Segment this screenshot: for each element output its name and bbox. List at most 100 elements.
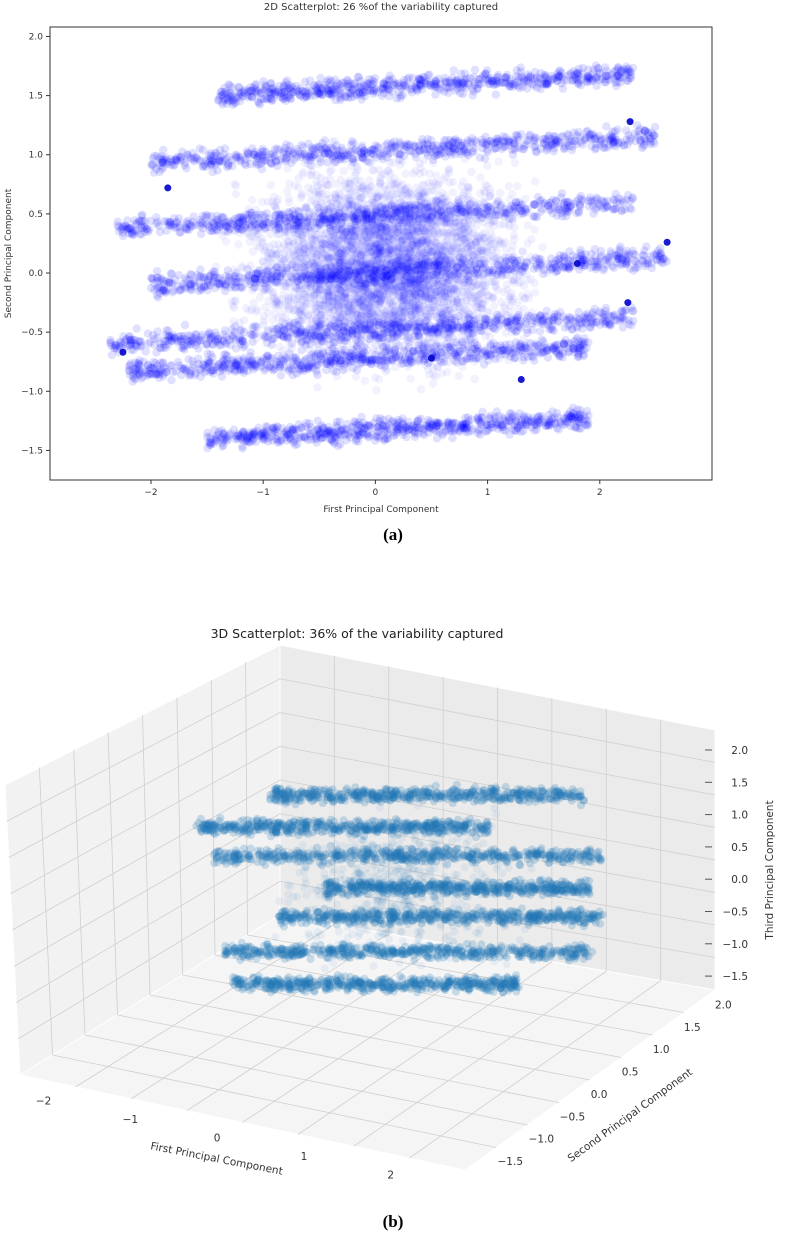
data-point [400, 232, 409, 242]
data-point [438, 217, 447, 226]
data-point [619, 65, 628, 74]
data-point [394, 341, 404, 351]
data-point [348, 254, 357, 263]
data-point [403, 289, 412, 299]
data-point [255, 293, 265, 302]
data-point [351, 215, 361, 224]
data-point [408, 288, 417, 298]
data-point [299, 244, 308, 254]
data-point [380, 192, 389, 201]
data-point [268, 221, 278, 230]
data-point [413, 280, 423, 289]
data-point [389, 241, 399, 251]
data-point [449, 66, 458, 75]
data-point [318, 339, 327, 348]
data-point [422, 224, 432, 233]
data-point [431, 239, 440, 249]
data-point [490, 211, 500, 220]
data-point [227, 297, 237, 306]
data-point [295, 307, 304, 317]
data-point [381, 328, 391, 338]
data-point [398, 219, 407, 228]
data-point [442, 368, 452, 377]
data-point [394, 251, 403, 261]
data-point [380, 182, 389, 191]
data-point [393, 282, 402, 292]
data-point [449, 238, 458, 248]
data-point [374, 318, 384, 327]
data-point [294, 183, 303, 192]
data-point [393, 244, 402, 254]
data-point [389, 264, 399, 273]
data-point [365, 260, 375, 269]
data-point [373, 241, 382, 250]
data-point [322, 327, 331, 336]
data-point [326, 226, 335, 235]
data-point [447, 324, 456, 333]
data-point [288, 237, 297, 246]
data-point [409, 236, 418, 245]
data-point [543, 80, 552, 90]
data-point [312, 230, 321, 240]
data-point [554, 72, 563, 81]
data-point [363, 309, 373, 318]
data-point [338, 276, 348, 286]
data-point [468, 91, 477, 100]
data-point [297, 269, 306, 278]
data-point [346, 187, 356, 196]
data-point [360, 250, 369, 260]
data-point [382, 277, 392, 286]
data-point [538, 243, 547, 252]
data-point [312, 171, 322, 180]
data-point [377, 330, 386, 339]
data-point [409, 274, 418, 284]
data-point [437, 254, 446, 263]
data-point [532, 315, 542, 324]
data-point [420, 339, 430, 348]
data-point [319, 328, 328, 337]
data-point [369, 303, 378, 313]
data-point [417, 250, 427, 259]
data-point [377, 254, 386, 264]
data-point [444, 168, 454, 178]
data-point [359, 270, 368, 279]
data-point [508, 189, 517, 199]
data-point [423, 312, 433, 322]
data-point [372, 306, 382, 315]
data-point [285, 198, 294, 207]
data-point [413, 277, 423, 286]
data-point [340, 289, 349, 298]
data-point [414, 264, 423, 274]
data-point [351, 168, 360, 177]
data-point [471, 271, 480, 281]
data-point [393, 212, 403, 221]
data-point [314, 278, 323, 287]
data-point [335, 317, 344, 326]
data-point [423, 251, 432, 260]
data-point [314, 301, 323, 310]
data-point [297, 189, 306, 199]
data-point [356, 250, 365, 260]
scatter-points [106, 61, 671, 453]
data-point [244, 87, 253, 97]
data-point [392, 247, 401, 256]
data-point [334, 236, 344, 245]
data-point [344, 199, 353, 208]
data-point [429, 229, 438, 238]
data-point [359, 181, 368, 191]
data-point [365, 310, 375, 319]
data-point [339, 166, 348, 176]
data-point [325, 252, 334, 262]
data-point [314, 264, 323, 273]
data-point [394, 242, 404, 251]
data-point [416, 385, 426, 394]
data-point [425, 169, 435, 178]
data-point [497, 264, 506, 273]
data-point [360, 225, 369, 235]
data-point [387, 180, 397, 189]
data-point [443, 297, 452, 307]
data-point [426, 271, 435, 280]
data-point [486, 228, 495, 238]
data-point [417, 257, 426, 267]
data-point [334, 253, 343, 262]
